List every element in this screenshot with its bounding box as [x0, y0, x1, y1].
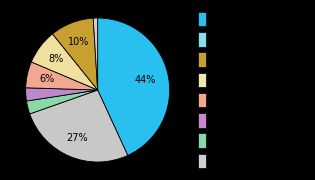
Wedge shape — [26, 88, 98, 101]
Text: 44%: 44% — [135, 75, 156, 85]
FancyBboxPatch shape — [198, 154, 206, 168]
FancyBboxPatch shape — [198, 133, 206, 148]
Wedge shape — [30, 90, 128, 162]
Wedge shape — [26, 90, 98, 114]
Wedge shape — [93, 18, 98, 90]
FancyBboxPatch shape — [198, 93, 206, 107]
Wedge shape — [98, 18, 170, 155]
FancyBboxPatch shape — [198, 32, 206, 47]
Wedge shape — [53, 18, 98, 90]
Wedge shape — [32, 34, 98, 90]
Text: 8%: 8% — [49, 54, 64, 64]
FancyBboxPatch shape — [198, 52, 206, 67]
FancyBboxPatch shape — [198, 113, 206, 128]
Text: 27%: 27% — [67, 133, 88, 143]
FancyBboxPatch shape — [198, 73, 206, 87]
FancyBboxPatch shape — [198, 12, 206, 26]
Wedge shape — [26, 62, 98, 90]
Text: 10%: 10% — [68, 37, 89, 47]
Text: 6%: 6% — [39, 74, 54, 84]
